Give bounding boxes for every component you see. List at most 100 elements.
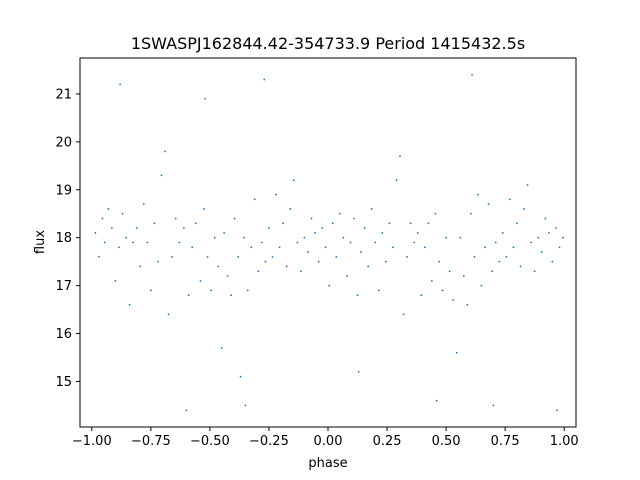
- data-point: [146, 241, 149, 244]
- data-point: [230, 294, 233, 297]
- data-point: [101, 217, 104, 220]
- data-point: [346, 275, 348, 277]
- data-point: [185, 409, 188, 412]
- data-point: [435, 399, 438, 402]
- data-point: [473, 255, 476, 258]
- data-point: [268, 227, 270, 230]
- data-point: [462, 275, 465, 277]
- data-point: [363, 227, 366, 230]
- data-point: [455, 351, 458, 354]
- data-point: [508, 198, 511, 201]
- chart-title: 1SWASPJ162844.42-354733.9 Period 1415432…: [131, 34, 525, 53]
- data-point: [466, 303, 469, 306]
- data-point: [367, 265, 370, 268]
- data-point: [377, 289, 380, 292]
- data-point: [491, 270, 494, 273]
- data-point: [494, 241, 497, 244]
- data-point: [501, 232, 504, 234]
- data-point: [402, 313, 405, 316]
- data-point: [331, 222, 334, 225]
- data-point: [118, 246, 120, 249]
- data-point: [459, 236, 462, 239]
- data-point: [338, 212, 341, 215]
- x-tick-label: −0.75: [131, 434, 171, 449]
- data-point: [107, 208, 110, 210]
- data-point: [558, 246, 561, 249]
- y-tick-label: 18: [55, 231, 72, 246]
- x-tick-label: 1.00: [550, 434, 579, 449]
- data-point: [349, 241, 352, 244]
- data-point: [264, 260, 267, 263]
- x-tick-label: 0.25: [373, 434, 402, 449]
- data-point: [423, 246, 426, 249]
- data-point: [448, 270, 451, 273]
- data-point: [164, 150, 166, 153]
- data-point: [263, 78, 266, 81]
- x-tick-label: 0.75: [491, 434, 520, 449]
- data-point: [191, 246, 194, 249]
- x-tick-label: −1.00: [72, 434, 112, 449]
- data-point: [135, 227, 138, 230]
- x-tick-label: 0.50: [432, 434, 461, 449]
- data-point: [226, 275, 229, 277]
- y-tick-label: 20: [55, 135, 72, 150]
- data-point: [409, 222, 412, 225]
- data-point: [199, 279, 202, 282]
- data-point: [392, 246, 394, 249]
- y-axis-ticks: 15 16 17 18 19 20 21: [55, 87, 80, 390]
- data-point: [480, 284, 483, 287]
- data-point: [547, 232, 550, 234]
- data-point: [153, 222, 156, 225]
- data-point: [512, 246, 515, 249]
- data-point: [278, 246, 281, 249]
- x-axis-label: phase: [308, 456, 347, 471]
- data-point: [540, 251, 543, 253]
- data-point: [183, 227, 185, 230]
- data-point: [98, 255, 100, 258]
- y-axis-label: flux: [33, 230, 48, 254]
- data-point: [213, 236, 216, 239]
- data-point: [299, 270, 302, 273]
- data-point: [233, 217, 236, 220]
- data-point: [438, 260, 440, 263]
- data-point: [203, 208, 205, 210]
- data-point: [357, 370, 360, 373]
- data-point: [187, 294, 190, 297]
- data-point: [139, 265, 142, 268]
- data-point: [470, 212, 472, 215]
- data-point: [157, 260, 159, 263]
- data-point: [551, 260, 554, 263]
- data-point: [178, 241, 181, 244]
- y-tick-label: 15: [55, 375, 72, 390]
- data-point: [121, 212, 124, 215]
- data-point: [526, 184, 529, 186]
- data-points: [94, 73, 564, 412]
- data-point: [149, 289, 152, 292]
- data-point: [523, 208, 525, 210]
- data-point: [374, 241, 377, 244]
- data-point: [142, 203, 145, 206]
- data-point: [285, 265, 288, 268]
- data-point: [244, 404, 247, 407]
- data-point: [223, 232, 225, 234]
- data-point: [342, 236, 345, 239]
- data-point: [282, 222, 285, 225]
- data-point: [555, 227, 557, 230]
- data-point: [296, 241, 299, 244]
- data-point: [381, 232, 384, 234]
- data-point: [544, 217, 547, 220]
- data-point: [353, 217, 355, 220]
- data-point: [128, 303, 131, 306]
- data-point: [452, 299, 455, 301]
- data-point: [119, 83, 122, 86]
- data-point: [160, 174, 163, 177]
- data-point: [303, 236, 306, 239]
- data-point: [260, 241, 263, 244]
- data-point: [537, 236, 540, 239]
- data-point: [314, 232, 316, 234]
- data-point: [243, 236, 246, 239]
- data-point: [321, 227, 323, 230]
- data-point: [519, 265, 522, 268]
